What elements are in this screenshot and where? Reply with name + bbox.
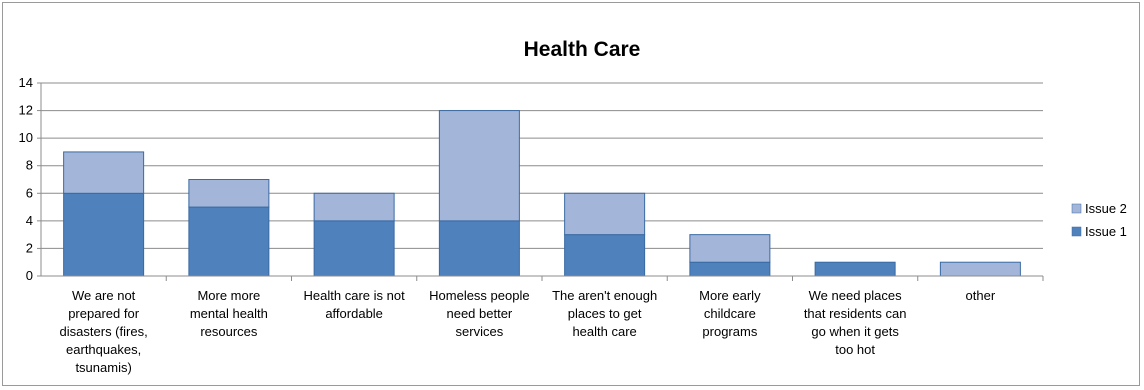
chart-frame: Health Care 0 2 4 6 8 10 12 14 We are not prepar…	[2, 2, 1140, 386]
x-category-label: We are not prepared for disasters (fires, e…	[60, 288, 148, 375]
x-category-label: The aren't enough places to get health car…	[552, 288, 657, 339]
bar-issue-2-3	[438, 110, 520, 222]
bar-issue-1-2	[313, 220, 395, 277]
y-tick-label: 0	[26, 268, 33, 283]
bar-issue-1-6	[814, 261, 896, 277]
x-category-label: More early childcare programs	[699, 288, 761, 339]
legend-swatch-issue-2	[1071, 203, 1082, 214]
legend: Issue 2 Issue 1	[1071, 201, 1127, 239]
bar-issue-1-5	[689, 261, 771, 277]
y-tick-label: 14	[19, 75, 33, 90]
bar-issue-1-4	[564, 234, 646, 277]
bars	[63, 110, 1021, 277]
legend-swatch-issue-1	[1071, 226, 1082, 237]
bar-issue-2-0	[63, 151, 145, 194]
chart-title: Health Care	[524, 38, 641, 61]
y-tick-label: 10	[19, 130, 33, 145]
x-category-label: More more mental health resources	[190, 288, 268, 339]
y-axis: 0 2 4 6 8 10 12 14	[19, 75, 42, 283]
x-axis: We are not prepared for disasters (fires, e…	[41, 275, 1044, 375]
bar-issue-1-0	[63, 192, 145, 277]
bar-issue-2-5	[689, 234, 771, 263]
bar-issue-2-7	[939, 261, 1021, 277]
y-tick-label: 4	[26, 213, 33, 228]
bar-issue-1-3	[438, 220, 520, 277]
x-category-label: Health care is not affordable	[304, 288, 406, 321]
x-category-label: other	[966, 288, 996, 303]
x-category-label: We need places that residents can go when …	[804, 288, 907, 357]
bar-issue-2-4	[564, 192, 646, 236]
x-category-label: Homeless people need better services	[429, 288, 529, 339]
legend-label: Issue 1	[1085, 224, 1127, 239]
y-tick-label: 8	[26, 158, 33, 173]
stacked-bar-chart: Health Care 0 2 4 6 8 10 12 14 We are not prepar…	[19, 38, 1127, 375]
bar-issue-2-2	[313, 192, 395, 222]
bar-issue-1-1	[188, 206, 270, 277]
y-tick-label: 6	[26, 185, 33, 200]
bar-issue-2-1	[188, 179, 270, 208]
y-tick-label: 2	[26, 240, 33, 255]
y-tick-label: 12	[19, 103, 33, 118]
legend-label: Issue 2	[1085, 201, 1127, 216]
